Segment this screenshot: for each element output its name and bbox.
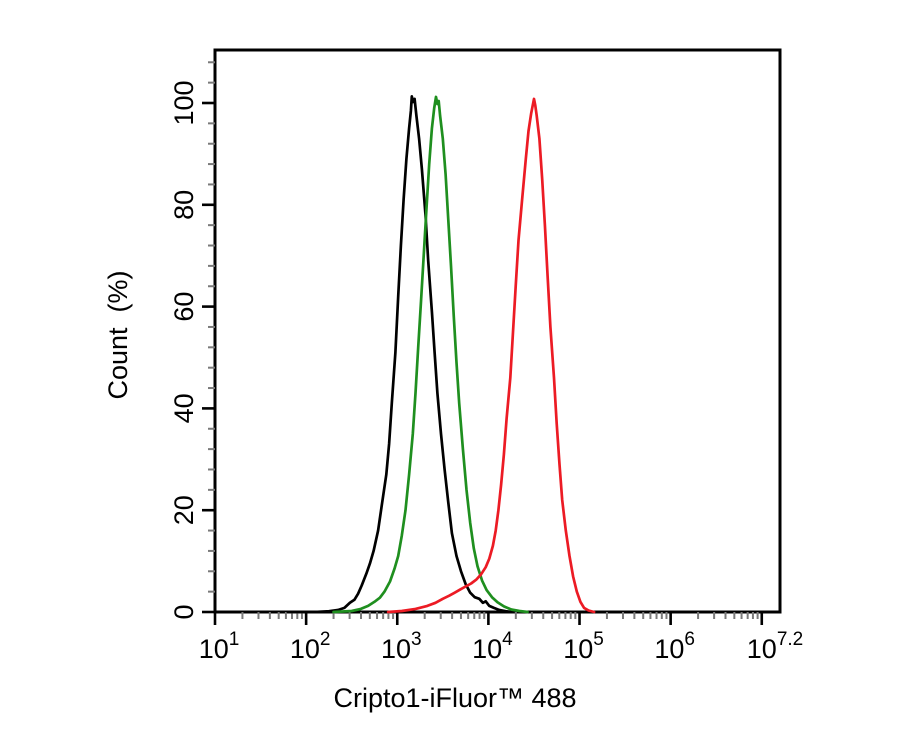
x-tick-label-10e5: 105 [563, 629, 604, 664]
y-tick-label-40: 40 [169, 393, 199, 423]
y-tick-label-100: 100 [169, 80, 199, 125]
curve-red [386, 97, 596, 614]
y-tick-label-60: 60 [169, 292, 199, 322]
x-tick-label-10e3: 103 [381, 629, 422, 664]
y-tick-label-20: 20 [169, 495, 199, 525]
x-tick-label-10e4: 104 [472, 629, 513, 664]
x-tick-label-10e7.2: 107.2 [747, 629, 803, 664]
y-axis-title: Count (%) [103, 270, 133, 399]
plot-box [213, 48, 782, 614]
x-tick-label-10e6: 106 [654, 629, 695, 664]
x-axis-title: Cripto1-iFluor™ 488 [333, 683, 576, 713]
curve-green [332, 95, 529, 614]
x-tick-label-10e2: 102 [290, 629, 331, 664]
x-tick-label-10e1: 101 [199, 629, 240, 664]
y-tick-label-80: 80 [169, 190, 199, 220]
axis-ticks: 101 102 103 104 105 106 107.2 0 20 40 60 80 100 [169, 61, 803, 664]
y-tick-label-0: 0 [169, 604, 199, 619]
curve-black [286, 95, 514, 614]
histogram-curves [286, 95, 596, 614]
